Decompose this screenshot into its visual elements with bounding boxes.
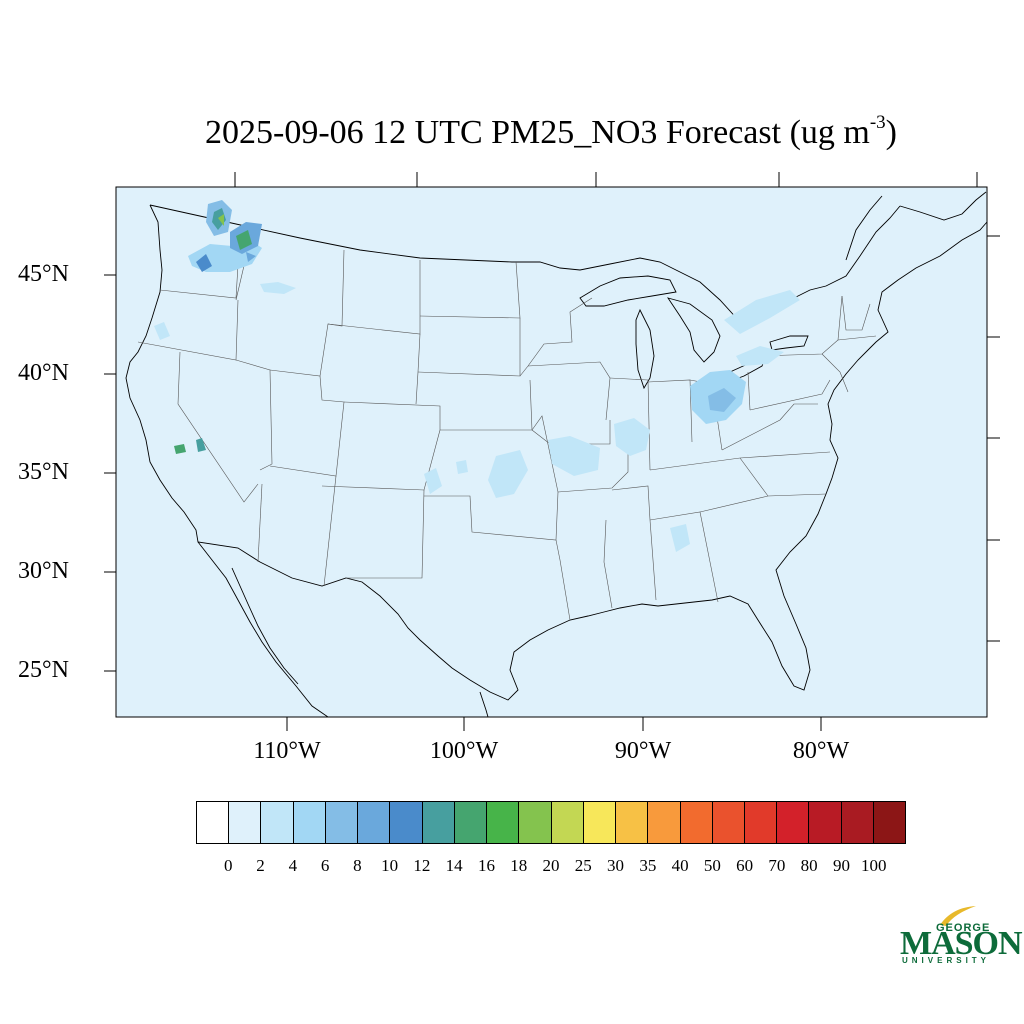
lon-label-110w: 110°W bbox=[253, 738, 321, 764]
colorbar-cell bbox=[261, 802, 294, 843]
colorbar-label: 12 bbox=[413, 856, 431, 875]
canada-east-coast bbox=[845, 191, 987, 261]
lat-label-30n: 30°N bbox=[18, 558, 69, 584]
colorbar-cell bbox=[648, 802, 681, 843]
colorbar-cell bbox=[809, 802, 842, 843]
colorbar-label: 70 bbox=[768, 856, 786, 875]
colorbar-cell bbox=[680, 802, 713, 843]
colorbar-label: 40 bbox=[671, 856, 689, 875]
lon-ticks-top bbox=[234, 172, 978, 187]
colorbar-cell bbox=[841, 802, 874, 843]
colorbar-cell bbox=[777, 802, 810, 843]
lon-label-100w: 100°W bbox=[429, 738, 499, 764]
colorbar-cell bbox=[487, 802, 520, 843]
colorbar-label: 10 bbox=[381, 856, 399, 875]
colorbar-cell bbox=[422, 802, 455, 843]
colorbar-label: 18 bbox=[510, 856, 528, 875]
colorbar bbox=[196, 801, 906, 844]
lat-label-25n: 25°N bbox=[18, 657, 69, 683]
colorbar-label: 0 bbox=[224, 856, 233, 875]
colorbar-cell bbox=[873, 802, 906, 843]
colorbar-cell bbox=[197, 802, 230, 843]
lake-superior bbox=[579, 275, 677, 307]
colorbar-label: 35 bbox=[639, 856, 657, 875]
state-borders bbox=[137, 227, 877, 621]
colorbar-cell bbox=[519, 802, 552, 843]
concentration-field bbox=[154, 200, 800, 552]
colorbar-cell bbox=[583, 802, 617, 843]
map-frame bbox=[115, 186, 988, 718]
colorbar-cell bbox=[712, 802, 745, 843]
colorbar-label: 16 bbox=[477, 856, 495, 875]
colorbar-cell bbox=[293, 802, 326, 843]
mexico-coast bbox=[197, 541, 489, 717]
colorbar-label: 80 bbox=[800, 856, 818, 875]
map-title: 2025-09-06 12 UTC PM25_NO3 Forecast (ug … bbox=[0, 112, 1024, 152]
logo-university: UNIVERSITY bbox=[902, 956, 991, 965]
colorbar-cell bbox=[390, 802, 423, 843]
colorbar-label: 90 bbox=[832, 856, 850, 875]
us-coastline bbox=[125, 204, 987, 701]
canada-border bbox=[149, 204, 901, 323]
colorbar-label: 6 bbox=[320, 856, 330, 875]
colorbar-label: 60 bbox=[736, 856, 754, 875]
title-superscript: -3 bbox=[869, 112, 886, 133]
colorbar-cell bbox=[616, 802, 649, 843]
logo-swoosh-icon bbox=[940, 906, 976, 926]
lake-huron bbox=[666, 297, 721, 363]
colorbar-cell bbox=[358, 802, 391, 843]
colorbar-label: 20 bbox=[542, 856, 560, 875]
colorbar-cell bbox=[744, 802, 778, 843]
lat-label-40n: 40°N bbox=[18, 360, 69, 386]
colorbar-label: 25 bbox=[574, 856, 592, 875]
lat-label-35n: 35°N bbox=[18, 459, 69, 485]
colorbar-cell bbox=[229, 802, 262, 843]
colorbar-label: 50 bbox=[703, 856, 721, 875]
logo-george: GEORGE bbox=[936, 922, 991, 934]
title-close: ) bbox=[885, 114, 897, 151]
lat-label-45n: 45°N bbox=[18, 261, 69, 287]
logo-mason: MASON bbox=[900, 925, 1023, 962]
colorbar-label: 30 bbox=[607, 856, 625, 875]
title-main: 2025-09-06 12 UTC PM25_NO3 Forecast (ug … bbox=[205, 114, 870, 151]
lat-ticks-right bbox=[987, 235, 1000, 642]
gmu-logo: GEORGE MASON UNIVERSITY bbox=[898, 905, 1023, 967]
lon-label-90w: 90°W bbox=[614, 738, 672, 764]
lake-michigan bbox=[635, 308, 655, 390]
colorbar-label: 4 bbox=[288, 856, 298, 875]
lon-label-80w: 80°W bbox=[792, 738, 850, 764]
colorbar-cell bbox=[325, 802, 359, 843]
lon-ticks-bottom bbox=[286, 717, 822, 731]
colorbar-label: 14 bbox=[445, 856, 463, 875]
lat-ticks-left bbox=[104, 274, 116, 672]
colorbar-label: 8 bbox=[353, 856, 362, 875]
colorbar-cell bbox=[454, 802, 488, 843]
colorbar-label: 100 bbox=[860, 856, 887, 875]
colorbar-label: 2 bbox=[256, 856, 265, 875]
colorbar-cell bbox=[551, 802, 584, 843]
